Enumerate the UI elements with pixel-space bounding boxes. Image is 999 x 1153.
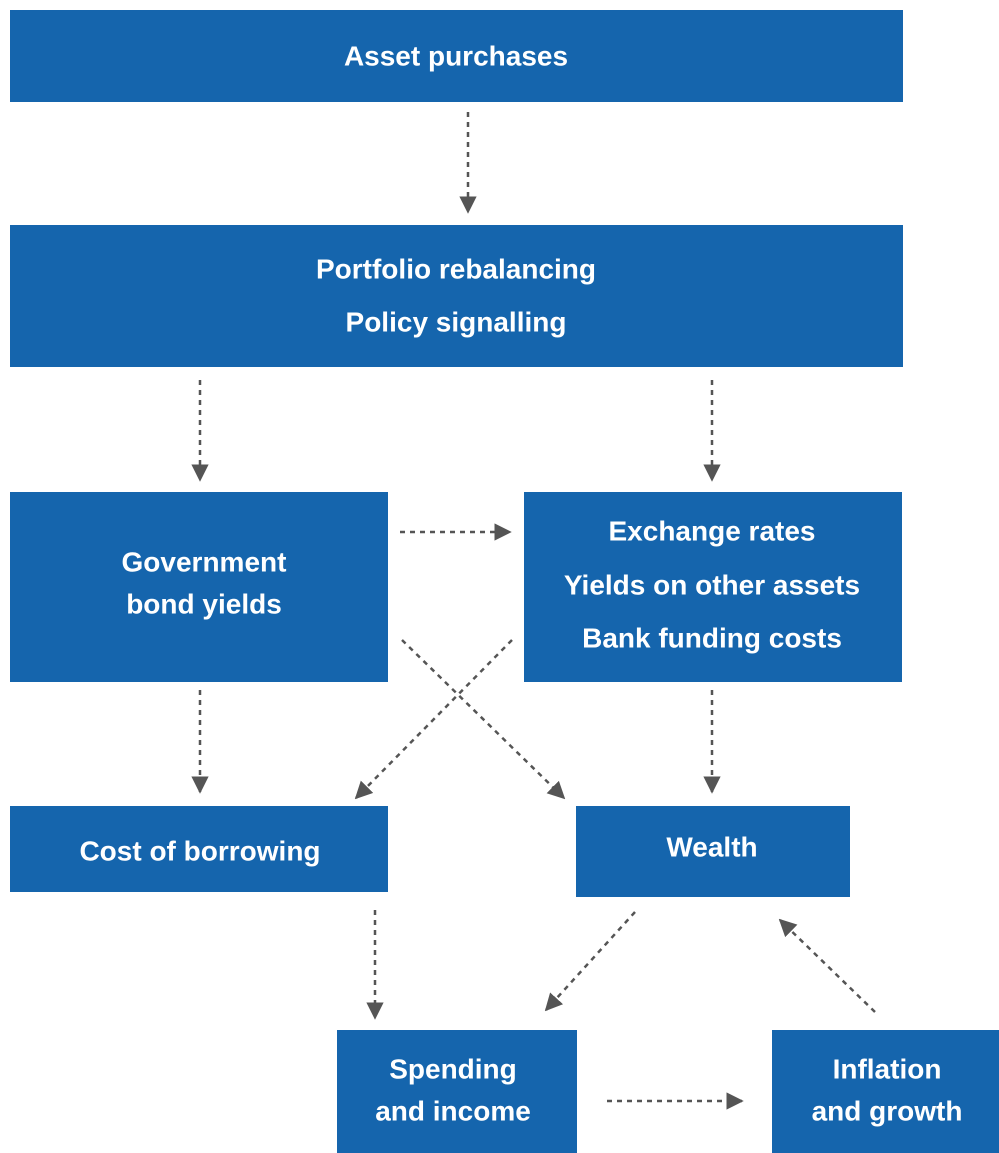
- node-box: [524, 492, 902, 682]
- node-box: [772, 1030, 999, 1153]
- nodes: [10, 10, 999, 1153]
- node-label: Government: [122, 546, 287, 577]
- node-label: Asset purchases: [344, 40, 568, 71]
- labels: Asset purchases Portfolio rebalancing Po…: [79, 40, 962, 1126]
- node-box: [337, 1030, 577, 1153]
- edges: [191, 112, 876, 1110]
- node-box: [10, 225, 903, 367]
- node-label: Inflation: [833, 1053, 942, 1084]
- node-label: and growth: [812, 1095, 963, 1126]
- node-label: Wealth: [666, 831, 757, 862]
- node-label: Yields on other assets: [564, 569, 860, 600]
- node-label: and income: [375, 1095, 531, 1126]
- node-box: [10, 10, 903, 102]
- node-box: [10, 492, 388, 682]
- node-label: Exchange rates: [609, 515, 816, 546]
- node-label: Cost of borrowing: [79, 835, 320, 866]
- arrow: [778, 918, 876, 1013]
- node-label: Policy signalling: [346, 306, 567, 337]
- arrow: [544, 911, 636, 1012]
- node-box: [10, 806, 388, 892]
- node-label: bond yields: [126, 588, 282, 619]
- node-label: Bank funding costs: [582, 622, 842, 653]
- arrow: [401, 639, 566, 800]
- node-label: Portfolio rebalancing: [316, 253, 596, 284]
- node-label: Spending: [389, 1053, 517, 1084]
- node-box: [576, 806, 850, 897]
- arrow: [354, 639, 513, 800]
